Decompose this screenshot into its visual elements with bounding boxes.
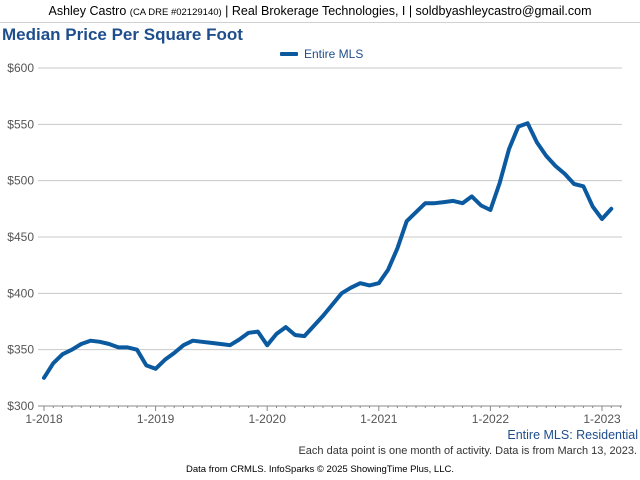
y-tick-label: $350 <box>7 343 34 357</box>
legend-label: Entire MLS <box>304 47 364 61</box>
y-tick-label: $550 <box>7 117 34 131</box>
x-tick-label: 1-2022 <box>472 412 510 426</box>
x-axis: 1-2018 1-2019 1-2020 1-2021 1-2022 1-2023 <box>25 406 622 426</box>
y-tick-label: $400 <box>7 286 34 300</box>
grid <box>38 67 622 407</box>
y-tick-label: $500 <box>7 174 34 188</box>
segment-label: Entire MLS: Residential <box>507 428 638 442</box>
x-tick-label: 1-2019 <box>137 412 175 426</box>
legend-swatch <box>280 52 298 56</box>
series-layer <box>42 121 614 380</box>
data-note: Each data point is one month of activity… <box>298 445 637 457</box>
legend[interactable]: Entire MLS <box>280 46 363 62</box>
agent-license: (CA DRE #02129140) <box>129 7 222 18</box>
y-tick-label: $600 <box>7 61 34 75</box>
y-tick-label: $300 <box>7 399 34 413</box>
y-axis: $300 $350 $400 $450 $500 $550 $600 <box>7 61 34 413</box>
data-source: Data from CRMLS. InfoSparks © 2025 Showi… <box>185 464 454 475</box>
chart-title: Median Price Per Square Foot <box>2 25 243 44</box>
x-tick-label: 1-2021 <box>360 412 398 426</box>
y-tick-label: $450 <box>7 230 34 244</box>
x-tick-label: 1-2018 <box>25 412 63 426</box>
agent-company-email: | Real Brokerage Technologies, I | soldb… <box>225 4 592 18</box>
header-bar: Ashley Castro (CA DRE #02129140) | Real … <box>0 0 640 23</box>
x-tick-label: 1-2020 <box>249 412 287 426</box>
series-line-entire-mls <box>42 121 614 380</box>
x-tick-label: 1-2023 <box>583 412 621 426</box>
agent-name: Ashley Castro <box>48 4 127 18</box>
